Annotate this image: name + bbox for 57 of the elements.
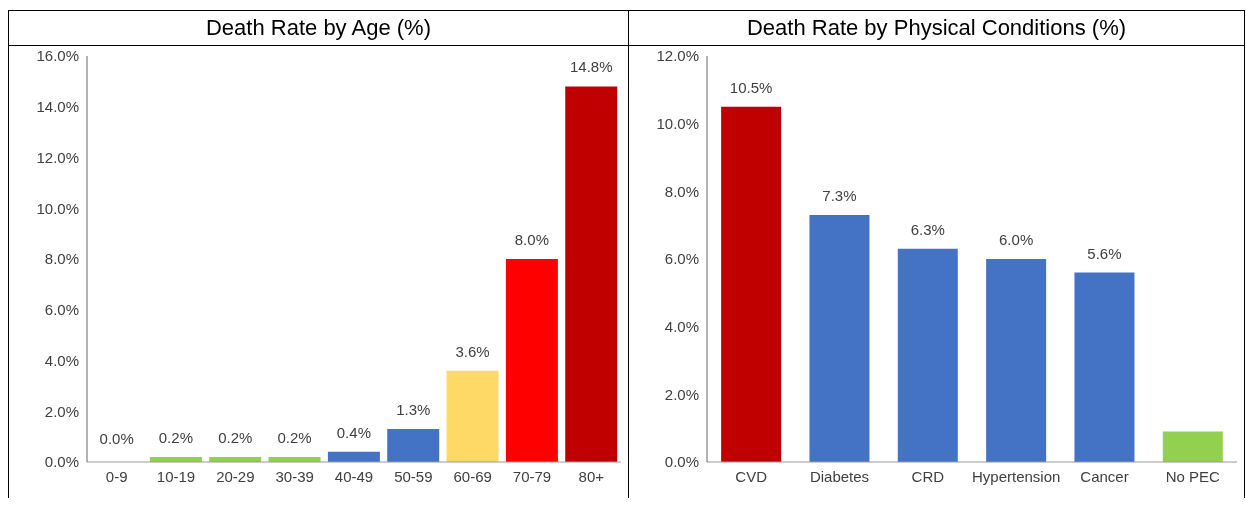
bar: [897, 248, 958, 462]
x-tick-label: Cancer: [1080, 468, 1129, 485]
bar: [1074, 272, 1135, 462]
x-tick-label: 0-9: [105, 468, 128, 485]
y-tick-label: 4.0%: [44, 351, 79, 369]
data-label: 0.2%: [158, 428, 193, 446]
data-label: 1.3%: [396, 401, 431, 419]
x-tick-label: 70-79: [512, 468, 552, 485]
bar: [986, 259, 1047, 462]
x-tick-label: 60-69: [453, 468, 492, 485]
x-tick-label: 30-39: [275, 468, 314, 485]
bar: [721, 106, 782, 462]
data-label: 0.2%: [218, 428, 253, 446]
bar: [505, 259, 558, 462]
x-tick-label: 10-19: [156, 468, 196, 485]
y-tick-label: 14.0%: [36, 98, 79, 116]
data-label: 6.3%: [910, 220, 945, 238]
x-tick-label: Hypertension: [971, 468, 1061, 485]
data-label: 0.4%: [336, 423, 371, 441]
y-tick-label: 10.0%: [36, 199, 79, 217]
y-tick-label: 12.0%: [36, 148, 79, 166]
y-tick-label: 2.0%: [44, 402, 79, 420]
y-tick-label: 10.0%: [656, 114, 699, 132]
data-label: 6.0%: [999, 231, 1034, 248]
chart-title: Death Rate by Physical Conditions (%): [629, 11, 1244, 46]
bar: [387, 429, 440, 462]
y-tick-label: 4.0%: [664, 317, 699, 335]
y-tick-label: 6.0%: [664, 250, 699, 268]
data-label: 5.6%: [1087, 244, 1122, 262]
bar: [565, 86, 618, 462]
bar: [446, 370, 499, 462]
data-label: 0.2%: [277, 428, 312, 446]
data-label: 7.3%: [822, 187, 857, 205]
data-label: 10.5%: [729, 78, 773, 96]
x-tick-label: 50-59: [394, 468, 433, 485]
chart-title: Death Rate by Age (%): [9, 11, 628, 46]
y-tick-label: 8.0%: [44, 250, 79, 268]
y-tick-label: 8.0%: [664, 182, 699, 200]
x-tick-label: No PEC: [1165, 468, 1221, 485]
data-label: 8.0%: [514, 231, 549, 248]
x-tick-label: 80+: [578, 468, 605, 485]
y-tick-label: 12.0%: [656, 47, 699, 65]
data-label: 0.0%: [99, 430, 134, 447]
bar: [809, 215, 870, 462]
y-tick-label: 0.0%: [44, 453, 79, 471]
y-tick-label: 6.0%: [44, 301, 79, 319]
y-tick-label: 2.0%: [664, 385, 699, 403]
data-label: 14.8%: [569, 58, 613, 76]
x-tick-label: Diabetes: [809, 468, 870, 485]
x-tick-label: CVD: [735, 468, 768, 485]
bar: [1162, 431, 1223, 462]
x-tick-label: 20-29: [216, 468, 255, 485]
x-tick-label: CRD: [911, 468, 945, 485]
x-tick-label: 40-49: [334, 468, 374, 485]
y-tick-label: 0.0%: [664, 453, 699, 471]
data-label: 3.6%: [455, 342, 490, 360]
y-tick-label: 16.0%: [36, 47, 79, 65]
